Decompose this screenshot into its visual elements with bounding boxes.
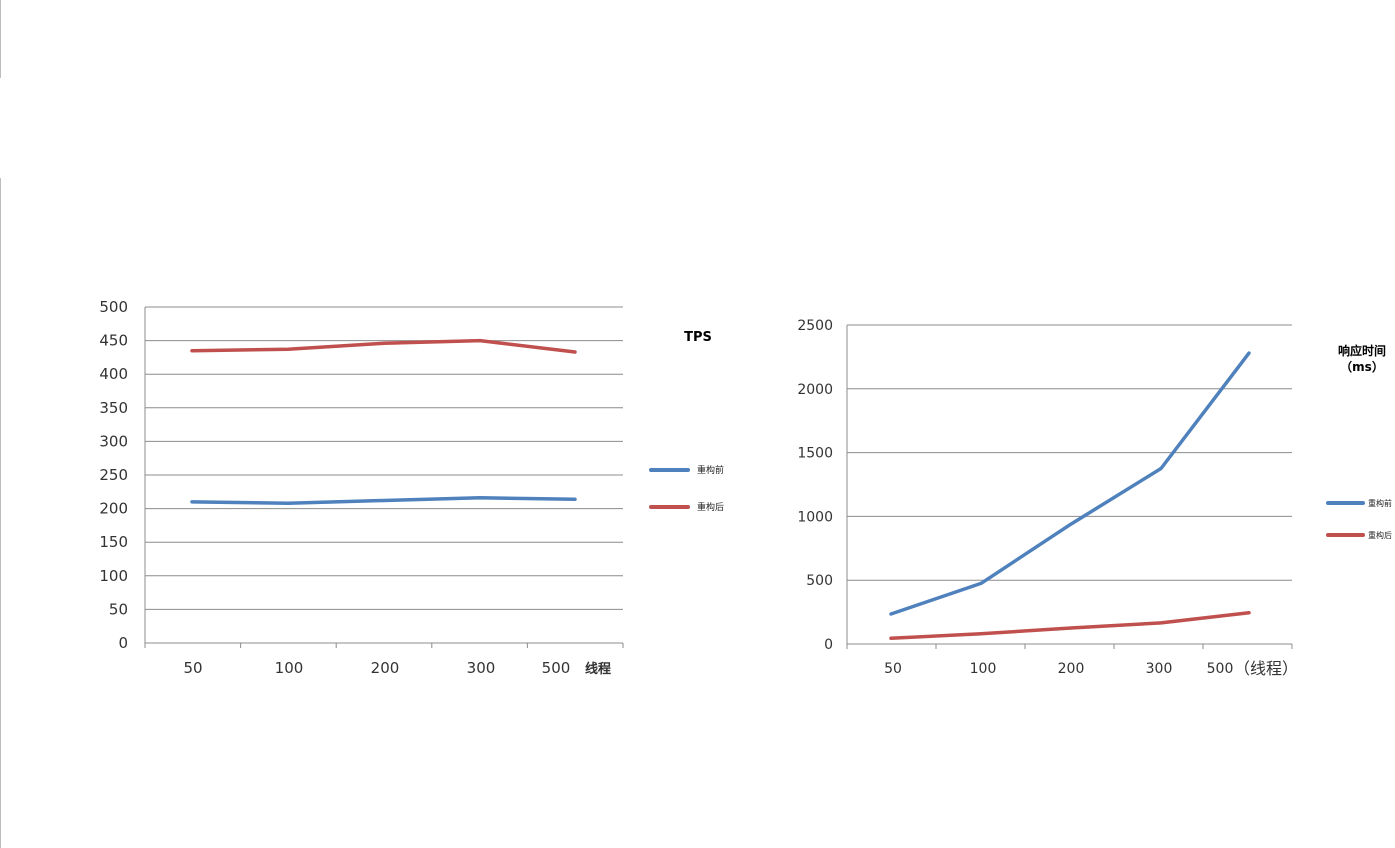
page-edge-line-top bbox=[0, 0, 1, 78]
tps-y-tick-label-300: 300 bbox=[99, 432, 128, 450]
rt-x-tick-label-500: 500 bbox=[1207, 661, 1234, 677]
tps-x-tick-label-100: 100 bbox=[275, 659, 304, 677]
rt-x-tick-label-50: 50 bbox=[884, 661, 902, 677]
rt-legend-label-0: 重构前 bbox=[1368, 498, 1392, 508]
rt-x-axis-label: （线程） bbox=[1234, 659, 1298, 678]
tps-y-tick-label-500: 500 bbox=[99, 298, 128, 316]
tps-y-tick-label-400: 400 bbox=[99, 365, 128, 383]
rt-y-tick-label-2500: 2500 bbox=[797, 318, 833, 334]
rt-x-tick-label-200: 200 bbox=[1058, 661, 1085, 677]
tps-y-tick-label-250: 250 bbox=[99, 466, 128, 484]
tps-x-axis-label: 线程 bbox=[585, 661, 611, 677]
tps-y-tick-label-100: 100 bbox=[99, 567, 128, 585]
rt-series-line-0 bbox=[889, 351, 1251, 616]
tps-x-tick-label-500: 500 bbox=[542, 659, 571, 677]
rt-x-tick-label-300: 300 bbox=[1146, 661, 1173, 677]
tps-x-tick-label-50: 50 bbox=[183, 659, 202, 677]
tps-y-tick-label-200: 200 bbox=[99, 500, 128, 518]
tps-legend-label-0: 重构前 bbox=[697, 464, 724, 476]
rt-legend-label-1: 重构后 bbox=[1368, 530, 1392, 540]
rt-y-tick-label-0: 0 bbox=[824, 637, 833, 653]
tps-y-tick-label-50: 50 bbox=[109, 600, 128, 618]
tps-x-tick-label-200: 200 bbox=[371, 659, 400, 677]
tps-series-line-1 bbox=[190, 338, 577, 354]
rt-chart-subtitle: （ms） bbox=[1340, 359, 1384, 374]
tps-y-tick-label-0: 0 bbox=[118, 634, 128, 652]
tps-y-tick-label-450: 450 bbox=[99, 332, 128, 350]
rt-x-tick-label-100: 100 bbox=[970, 661, 997, 677]
rt-y-tick-label-1500: 1500 bbox=[797, 446, 833, 462]
rt-y-tick-label-1000: 1000 bbox=[797, 509, 833, 525]
page-edge-line-bottom bbox=[0, 178, 1, 848]
tps-chart-title: TPS bbox=[684, 330, 712, 345]
rt-chart-title: 响应时间 bbox=[1338, 343, 1386, 358]
tps-x-tick-label-300: 300 bbox=[467, 659, 496, 677]
tps-y-tick-label-350: 350 bbox=[99, 399, 128, 417]
rt-y-tick-label-500: 500 bbox=[806, 573, 833, 589]
rt-y-tick-label-2000: 2000 bbox=[797, 382, 833, 398]
tps-legend-label-1: 重构后 bbox=[697, 501, 724, 513]
tps-series-line-0 bbox=[190, 496, 577, 505]
rt-series-line-1 bbox=[889, 610, 1251, 641]
tps-y-tick-label-150: 150 bbox=[99, 533, 128, 551]
